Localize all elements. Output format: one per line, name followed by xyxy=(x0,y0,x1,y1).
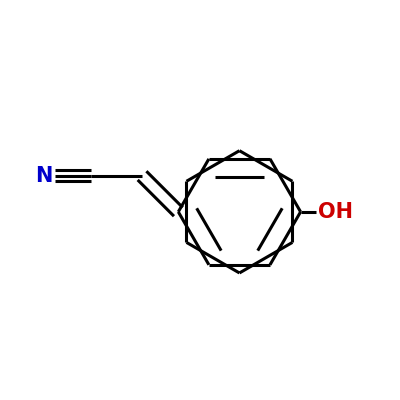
Text: OH: OH xyxy=(318,202,353,222)
Text: N: N xyxy=(35,166,52,186)
